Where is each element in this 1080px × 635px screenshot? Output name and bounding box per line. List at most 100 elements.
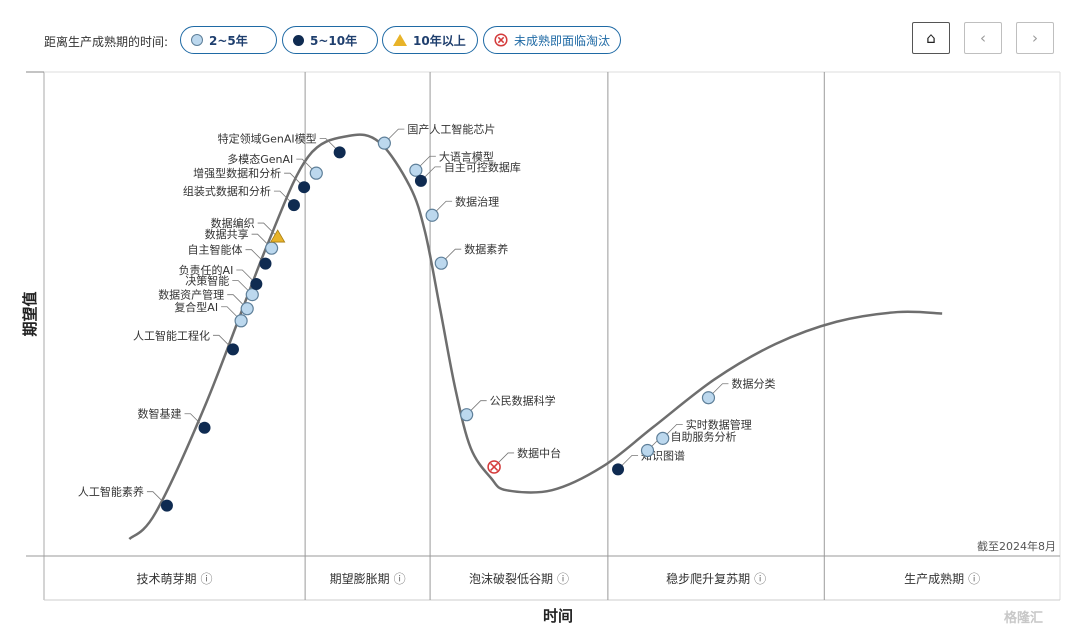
light-circle-marker bbox=[409, 163, 423, 177]
leader-line bbox=[245, 249, 266, 264]
light-circle-marker bbox=[434, 256, 448, 270]
dark-circle-marker bbox=[298, 181, 311, 194]
watermark-logo: 格隆汇 bbox=[1004, 611, 1044, 626]
obsolete-x-icon bbox=[494, 33, 508, 47]
point-label: 特定领域GenAI模型 bbox=[218, 131, 317, 145]
point-label: 数智基建 bbox=[138, 407, 182, 421]
point-label: 数据编织 bbox=[211, 216, 255, 230]
point-label: 国产人工智能芯片 bbox=[407, 122, 495, 136]
dark-circle-marker bbox=[250, 277, 263, 290]
legend-filter-2-5-years[interactable]: 2~5年 bbox=[180, 26, 277, 54]
next-button[interactable]: › bbox=[1016, 22, 1054, 54]
point-label: 人工智能素养 bbox=[78, 485, 144, 499]
data-point: 人工智能工程化 bbox=[133, 328, 239, 356]
home-icon: ⌂ bbox=[926, 29, 936, 47]
point-label: 增强型数据和分析 bbox=[193, 166, 281, 180]
point-label: 数据治理 bbox=[455, 194, 499, 208]
light-circle-marker bbox=[425, 208, 439, 222]
point-label: 多模态GenAI bbox=[227, 152, 293, 166]
dark-circle-icon bbox=[293, 34, 304, 46]
light-circle-marker bbox=[656, 431, 670, 445]
legend-label: 2~5年 bbox=[209, 33, 248, 48]
info-icon: ⓘ bbox=[557, 572, 569, 586]
date-note: 截至2024年8月 bbox=[977, 539, 1056, 553]
light-circle-marker bbox=[377, 136, 391, 150]
data-point: 国产人工智能芯片 bbox=[377, 122, 495, 150]
light-circle-marker bbox=[460, 408, 474, 422]
dark-circle-marker bbox=[333, 146, 346, 159]
legend-label: 10年以上 bbox=[413, 33, 466, 48]
leader-line bbox=[420, 166, 441, 182]
data-point: 复合型AI bbox=[174, 300, 248, 328]
y-axis-label: 期望值 bbox=[21, 291, 39, 336]
point-label: 数据资产管理 bbox=[158, 288, 224, 302]
dark-circle-marker bbox=[612, 463, 625, 476]
legend-filter-obsolete[interactable]: 未成熟即面临淘汰 bbox=[483, 26, 621, 54]
light-circle-icon bbox=[191, 34, 203, 46]
point-label: 数据共享 bbox=[205, 227, 249, 241]
dark-circle-marker bbox=[198, 421, 211, 434]
point-label: 公民数据科学 bbox=[490, 394, 556, 408]
home-button[interactable]: ⌂ bbox=[912, 22, 950, 54]
point-label: 数据分类 bbox=[731, 377, 775, 391]
data-point: 负责任的AI bbox=[179, 263, 263, 290]
data-point: 人工智能素养 bbox=[78, 485, 173, 512]
hype-curve bbox=[128, 133, 943, 541]
legend-filter-5-10-years[interactable]: 5~10年 bbox=[282, 26, 378, 54]
light-circle-marker bbox=[240, 302, 254, 316]
info-icon: ⓘ bbox=[394, 572, 406, 586]
point-label: 负责任的AI bbox=[179, 263, 234, 277]
data-point: 数据治理 bbox=[425, 194, 499, 222]
data-point: 多模态GenAI bbox=[227, 152, 323, 180]
chevron-right-icon: › bbox=[1032, 29, 1038, 47]
light-circle-marker bbox=[245, 288, 259, 302]
light-circle-marker bbox=[309, 166, 323, 180]
point-label: 数据中台 bbox=[517, 446, 561, 460]
legend-title: 距离生产成熟期的时间: bbox=[44, 35, 169, 49]
point-label: 自主可控数据库 bbox=[444, 160, 521, 174]
obsolete-x-stroke bbox=[490, 462, 499, 471]
leader-line bbox=[617, 454, 639, 470]
x-axis-label: 时间 bbox=[543, 607, 573, 625]
data-point: 数据分类 bbox=[701, 377, 775, 405]
phase-label: 稳步爬升复苏期 bbox=[666, 571, 750, 586]
chevron-left-icon: ‹ bbox=[980, 29, 986, 47]
data-point: 公民数据科学 bbox=[460, 394, 556, 422]
legend-filter-10-plus-years[interactable]: 10年以上 bbox=[382, 26, 478, 54]
legend-label: 5~10年 bbox=[310, 33, 358, 48]
light-circle-marker bbox=[264, 241, 279, 255]
data-point: 特定领域GenAI模型 bbox=[218, 131, 346, 159]
point-label: 自主智能体 bbox=[187, 243, 242, 257]
point-label: 复合型AI bbox=[174, 300, 218, 314]
leader-line bbox=[273, 190, 295, 206]
info-icon: ⓘ bbox=[201, 572, 213, 586]
point-label: 实时数据管理 bbox=[686, 417, 752, 431]
data-point: 组装式数据和分析 bbox=[183, 184, 300, 212]
data-point: 数智基建 bbox=[138, 407, 211, 434]
point-label: 人工智能工程化 bbox=[133, 328, 210, 342]
dark-circle-marker bbox=[287, 199, 300, 212]
previous-button[interactable]: ‹ bbox=[964, 22, 1002, 54]
leader-line bbox=[257, 222, 278, 238]
phase-label: 生产成熟期 bbox=[904, 571, 964, 586]
warning-triangle-icon bbox=[393, 34, 407, 46]
phase-label: 技术萌芽期 bbox=[137, 572, 197, 586]
light-circle-marker bbox=[701, 391, 716, 405]
data-point: 数据编织 bbox=[211, 216, 286, 243]
data-point: 数据中台 bbox=[487, 446, 561, 474]
leader-line bbox=[146, 491, 168, 506]
data-point: 决策智能 bbox=[185, 274, 259, 302]
leader-line bbox=[319, 137, 340, 153]
dark-circle-marker bbox=[226, 343, 239, 356]
leader-line bbox=[184, 413, 205, 429]
phase-label: 期望膨胀期 bbox=[330, 572, 390, 586]
data-point: 数据资产管理 bbox=[158, 288, 254, 316]
point-label: 决策智能 bbox=[185, 274, 229, 288]
leader-line bbox=[212, 334, 234, 350]
dark-circle-marker bbox=[259, 257, 272, 270]
point-label: 数据素养 bbox=[464, 242, 508, 256]
data-point: 增强型数据和分析 bbox=[193, 166, 311, 194]
dark-circle-marker bbox=[160, 499, 173, 512]
point-label: 自助服务分析 bbox=[671, 429, 737, 443]
